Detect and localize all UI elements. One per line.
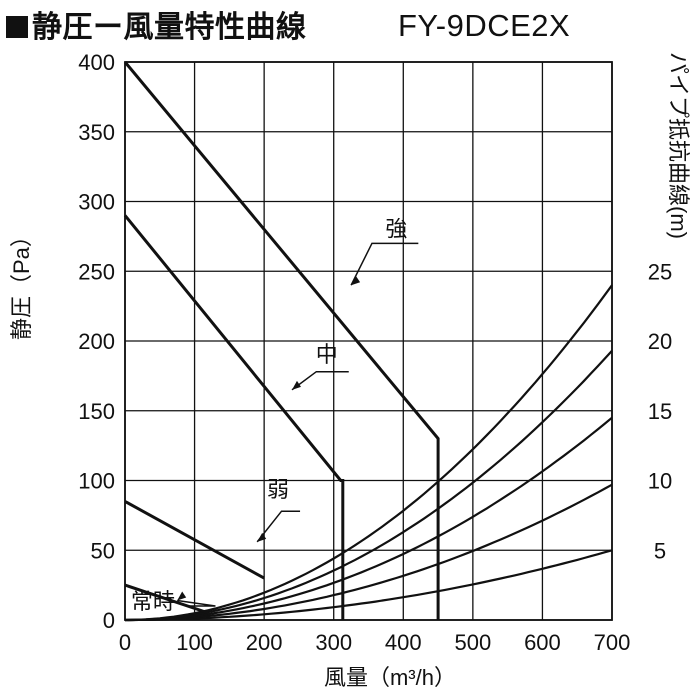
grid-layer <box>124 61 613 621</box>
x-tick-label: 500 <box>454 630 491 655</box>
x-tick-label: 100 <box>176 630 213 655</box>
x-tick-label: 400 <box>385 630 422 655</box>
right-tick-label: 15 <box>648 399 672 424</box>
leader-arrow-icon <box>177 591 187 601</box>
tick-label-layer: 0 100 200 300 400 500 600 700 0 50 100 150 200 250 300… <box>78 50 672 655</box>
series-label: 常時 <box>131 589 175 614</box>
series-line <box>123 214 345 620</box>
leader-arrow-icon <box>291 380 301 390</box>
pipe-resistance-layer <box>124 284 613 622</box>
series-leader-line <box>350 242 419 286</box>
pipe-resistance-curve <box>125 549 613 622</box>
leader-arrow-icon <box>257 532 267 542</box>
x-tick-label: 200 <box>246 630 283 655</box>
series-line <box>124 583 209 615</box>
series-label: 弱 <box>267 477 289 502</box>
series-leader-line <box>256 510 301 543</box>
title-square-icon <box>6 16 28 38</box>
series-label: 中 <box>316 342 338 367</box>
chart-title: 静圧ー風量特性曲線 <box>6 2 307 46</box>
right-tick-label: 20 <box>648 329 672 354</box>
model-number: FY-9DCE2X <box>398 8 571 43</box>
x-axis-label: 風量（m³/h） <box>323 665 456 690</box>
right-tick-label: 10 <box>648 469 672 494</box>
y-tick-label: 350 <box>78 120 115 145</box>
chart-title-text: 静圧ー風量特性曲線 <box>32 11 307 44</box>
leader-arrow-icon <box>351 276 361 286</box>
series-line <box>123 61 440 620</box>
right-tick-label: 25 <box>648 259 672 284</box>
plot-frame <box>124 61 613 621</box>
series-label: 強 <box>385 216 407 241</box>
y-tick-label: 250 <box>78 259 115 284</box>
y-tick-label: 400 <box>78 50 115 75</box>
x-tick-label: 700 <box>594 630 631 655</box>
right-tick-label: 5 <box>654 538 666 563</box>
y-tick-label: 300 <box>78 190 115 215</box>
series-leader-line <box>177 599 216 607</box>
y-tick-label: 100 <box>78 469 115 494</box>
pipe-resistance-curve <box>125 483 613 622</box>
pipe-resistance-curve <box>124 350 613 622</box>
x-tick-label: 0 <box>119 630 131 655</box>
y-tick-label: 200 <box>78 329 115 354</box>
x-tick-label: 300 <box>315 630 352 655</box>
pipe-resistance-curve <box>125 416 613 622</box>
y-tick-label: 0 <box>103 608 115 633</box>
series-line <box>124 500 265 580</box>
y-tick-label: 50 <box>91 538 115 563</box>
series-leader-line <box>291 370 349 391</box>
x-tick-label: 600 <box>524 630 561 655</box>
y-tick-label: 150 <box>78 399 115 424</box>
